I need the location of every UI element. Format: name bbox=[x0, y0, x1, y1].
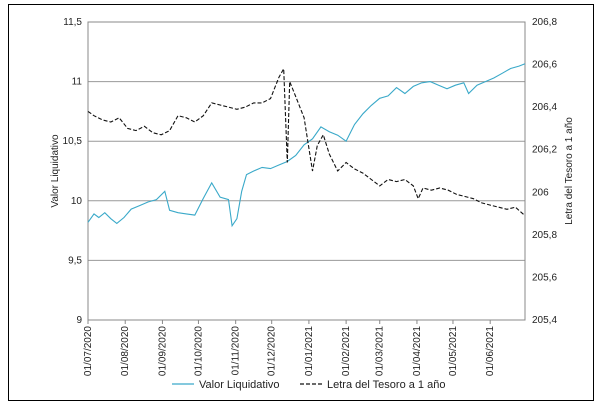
x-tick-label: 01/01/2021 bbox=[304, 326, 315, 376]
x-tick-label: 01/07/2020 bbox=[83, 326, 94, 376]
y-tick-label: 9 bbox=[76, 315, 82, 326]
legend-label: Valor Liquidativo bbox=[199, 379, 280, 391]
legend: Valor Liquidativo Letra del Tesoro a 1 añ… bbox=[172, 379, 445, 391]
series-line-2 bbox=[87, 66, 526, 217]
y2-tick-label: 206 bbox=[532, 187, 549, 198]
x-tick-label: 01/12/2020 bbox=[267, 326, 278, 376]
y2-tick-label: 205,4 bbox=[532, 315, 557, 326]
series-group bbox=[87, 63, 526, 228]
y-axis-ticks: 9 9,5 10 10,5 11 11,5 bbox=[63, 17, 83, 326]
x-tick-label: 01/04/2021 bbox=[412, 326, 423, 376]
y-axis-title: Valor Liquidativo bbox=[50, 134, 61, 208]
y2-tick-label: 205,8 bbox=[532, 230, 557, 241]
x-tick-label: 01/11/2020 bbox=[231, 326, 242, 376]
series-line-1 bbox=[87, 63, 526, 228]
x-tick-label: 01/08/2020 bbox=[120, 326, 131, 376]
y-tick-label: 10,5 bbox=[63, 136, 83, 147]
legend-label: Letra del Tesoro a 1 año bbox=[327, 379, 445, 391]
y2-axis-title: Letra del Tesoro a 1 año bbox=[564, 117, 575, 225]
y2-tick-label: 206,4 bbox=[532, 102, 557, 113]
y2-tick-label: 205,6 bbox=[532, 272, 557, 283]
plot-area bbox=[87, 21, 526, 321]
y-tick-label: 10 bbox=[71, 196, 83, 207]
y-tick-label: 11,5 bbox=[63, 17, 82, 28]
y2-tick-label: 206,2 bbox=[532, 145, 557, 156]
y2-axis-ticks: 205,4 205,6 205,8 206 206,2 206,4 206,6 206,8 bbox=[532, 17, 557, 326]
y-tick-label: 11 bbox=[72, 77, 83, 88]
chart-frame bbox=[8, 4, 594, 401]
grid-lines bbox=[88, 81, 525, 261]
y2-tick-label: 206,6 bbox=[532, 60, 557, 71]
x-tick-label: 01/06/2021 bbox=[485, 326, 496, 376]
y-tick-label: 9,5 bbox=[68, 255, 82, 266]
x-tick-label: 01/03/2021 bbox=[375, 326, 386, 376]
x-tick-label: 01/09/2020 bbox=[157, 326, 168, 376]
x-axis-ticks: 01/07/2020 01/08/2020 01/09/2020 01/10/2020… bbox=[83, 320, 496, 376]
x-tick-label: 01/02/2021 bbox=[341, 326, 352, 376]
x-tick-label: 01/10/2020 bbox=[193, 326, 204, 376]
y2-tick-label: 206,8 bbox=[532, 17, 557, 28]
x-tick-label: 01/05/2021 bbox=[448, 326, 459, 376]
